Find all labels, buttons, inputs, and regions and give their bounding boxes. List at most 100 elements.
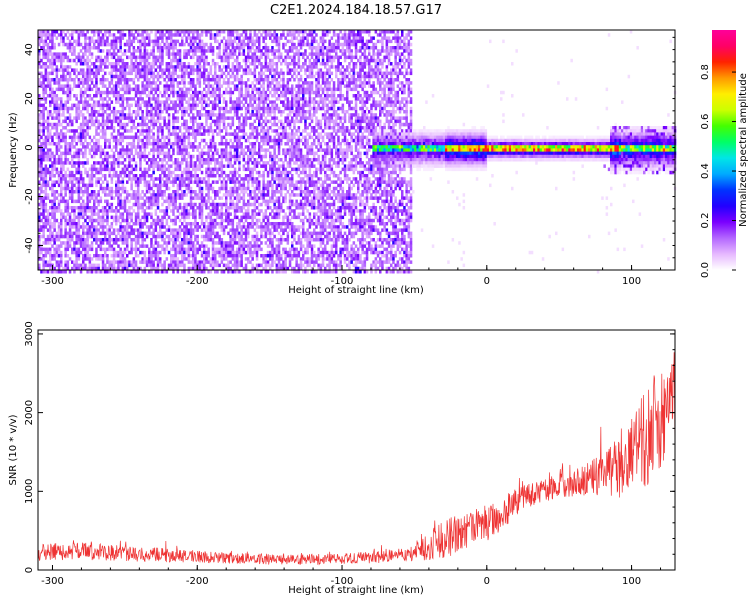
spectrogram-cell xyxy=(181,154,184,159)
spectrogram-cell xyxy=(229,100,232,104)
spectrogram-cell xyxy=(82,177,85,181)
spectrogram-cell xyxy=(38,62,41,66)
spectrogram-cell xyxy=(134,84,138,88)
spectrogram-cell xyxy=(88,42,92,47)
spectrogram-cell xyxy=(143,74,147,79)
spectrogram-cell xyxy=(236,170,239,175)
spectrogram-cell xyxy=(137,30,140,34)
spectrogram-cell xyxy=(137,177,140,181)
spectrogram-cell xyxy=(181,222,184,226)
spectrogram-cell xyxy=(73,138,76,143)
spectrogram-cell xyxy=(178,90,182,95)
spectrogram-cell xyxy=(53,222,56,226)
spectrogram-cell xyxy=(49,49,52,53)
spectrogram-cell xyxy=(227,116,230,120)
spectrogram-cell xyxy=(68,170,72,175)
spectrogram-cell xyxy=(185,193,188,197)
spectrogram-cell xyxy=(205,55,208,60)
spectrogram-cell xyxy=(165,90,169,95)
spectrogram-cell xyxy=(163,263,166,268)
spectrogram-cell xyxy=(126,196,129,200)
spectrogram-cell xyxy=(192,97,195,101)
spectrogram-cell xyxy=(68,90,72,95)
spectrogram-cell xyxy=(233,250,237,255)
spectrogram-cell xyxy=(247,247,250,252)
spectrogram-cell xyxy=(75,116,78,120)
spectrogram-cell xyxy=(88,234,92,239)
spectrogram-cell xyxy=(178,74,182,79)
spectrogram-cell xyxy=(119,199,122,204)
spectrogram-cell xyxy=(209,234,213,239)
spectrogram-cell xyxy=(143,170,147,175)
spectrogram-cell xyxy=(90,164,94,168)
spectrogram-cell xyxy=(57,260,61,264)
spectrogram-cell xyxy=(249,122,252,127)
spectrogram-cell xyxy=(236,74,239,79)
spectrogram-cell xyxy=(62,110,65,114)
spectrogram-cell xyxy=(68,244,72,248)
spectrogram-cell xyxy=(49,36,52,40)
spectrogram-cell xyxy=(126,167,129,172)
spectrogram-cell xyxy=(42,113,45,117)
spectrogram-cell xyxy=(196,42,199,47)
spectrogram-cell xyxy=(200,97,204,101)
spectrogram-cell xyxy=(128,206,131,210)
spectrogram-cell xyxy=(209,71,213,76)
spectrogram-cell xyxy=(229,90,232,95)
spectrogram-cell xyxy=(62,186,65,191)
spectrogram-cell xyxy=(141,257,144,261)
spectrogram-cell xyxy=(207,129,210,133)
spectrogram-cell xyxy=(183,94,186,98)
spectrogram-cell xyxy=(112,257,116,261)
spectrogram-cell xyxy=(84,138,87,143)
spectrogram-cell xyxy=(187,250,191,255)
spectrogram-cell xyxy=(117,238,120,242)
spectrogram-cell xyxy=(238,65,241,69)
spectrogram-cell xyxy=(73,39,76,44)
spectrogram-cell xyxy=(40,74,43,79)
spectrogram-cell xyxy=(90,241,94,245)
spectrogram-cell xyxy=(178,142,182,146)
spectrogram-cell xyxy=(82,154,85,159)
spectrogram-cell xyxy=(189,68,193,72)
spectrogram-cell xyxy=(163,78,166,82)
spectrogram-cell xyxy=(249,142,252,146)
spectrogram-cell xyxy=(227,266,230,271)
spectrogram-cell xyxy=(97,58,100,63)
spectrogram-cell xyxy=(167,228,171,232)
spectrogram-cell xyxy=(53,30,56,34)
spectrogram-cell xyxy=(174,90,177,95)
spectrogram-cell xyxy=(170,74,173,79)
spectrogram-cell xyxy=(205,202,208,207)
spectrogram-cell xyxy=(220,174,224,178)
spectrogram-cell xyxy=(49,206,52,210)
spectrogram-cell xyxy=(123,170,127,175)
spectrogram-cell xyxy=(57,202,61,207)
spectrogram-cell xyxy=(93,193,96,197)
spectrogram-cell xyxy=(68,119,72,124)
spectrogram-cell xyxy=(205,231,208,236)
spectrogram-cell xyxy=(42,30,45,34)
spectrogram-cell xyxy=(49,164,52,168)
spectrogram-cell xyxy=(95,148,98,152)
spectrogram-cell xyxy=(211,78,215,82)
spectrogram-cell xyxy=(161,142,164,146)
spectrogram-cell xyxy=(233,132,237,136)
spectrogram-cell xyxy=(220,68,224,72)
spectrogram-cell xyxy=(93,71,96,76)
spectrogram-cell xyxy=(141,174,144,178)
spectrogram-cell xyxy=(93,254,96,258)
spectrogram-cell xyxy=(130,167,133,172)
spectrogram-cell xyxy=(112,247,116,252)
spectrogram-cell xyxy=(93,234,96,239)
spectrogram-cell xyxy=(134,254,138,258)
spectrogram-cell xyxy=(95,71,98,76)
spectrogram-cell xyxy=(104,238,107,242)
spectrogram-cell xyxy=(183,90,186,95)
spectrogram-cell xyxy=(174,174,177,178)
spectrogram-cell xyxy=(60,196,63,200)
spectrogram-cell xyxy=(97,231,100,236)
spectrogram-cell xyxy=(196,196,199,200)
spectrogram-cell xyxy=(222,119,226,124)
spectrogram-cell xyxy=(97,39,100,44)
